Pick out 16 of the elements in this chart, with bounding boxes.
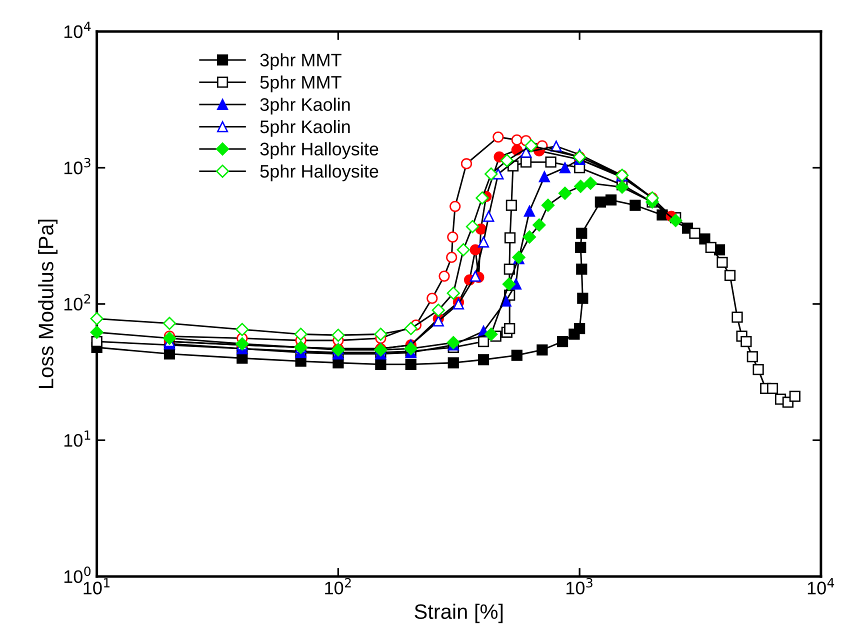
legend-label: 5phr Kaolin: [260, 120, 350, 137]
y-tick-label: 10$^{3}$: [64, 158, 90, 174]
y-tick-label: 10$^{2}$: [64, 294, 90, 311]
y-tick-label: 10$^{1}$: [64, 430, 90, 447]
y-axis-title: Loss Modulus [Pa]: [38, 220, 58, 388]
x-tick-label: 10$^{2}$: [325, 578, 351, 594]
legend-label: 3phr Kaolin: [260, 98, 350, 115]
x-tick-label: 10$^{3}$: [566, 578, 592, 594]
x-tick-label: 10$^{1}$: [84, 578, 110, 594]
legend-label: 5phr Halloysite: [260, 164, 378, 182]
legend-label: 3phr Halloysite: [260, 142, 378, 160]
y-tick-label: 10$^{4}$: [64, 22, 91, 38]
legend-label: 5phr MMT: [260, 75, 342, 92]
x-tick-label: 10$^{4}$: [808, 578, 834, 594]
x-axis-title: Strain [%]: [414, 604, 503, 624]
legend-label: 3phr MMT: [260, 53, 342, 70]
